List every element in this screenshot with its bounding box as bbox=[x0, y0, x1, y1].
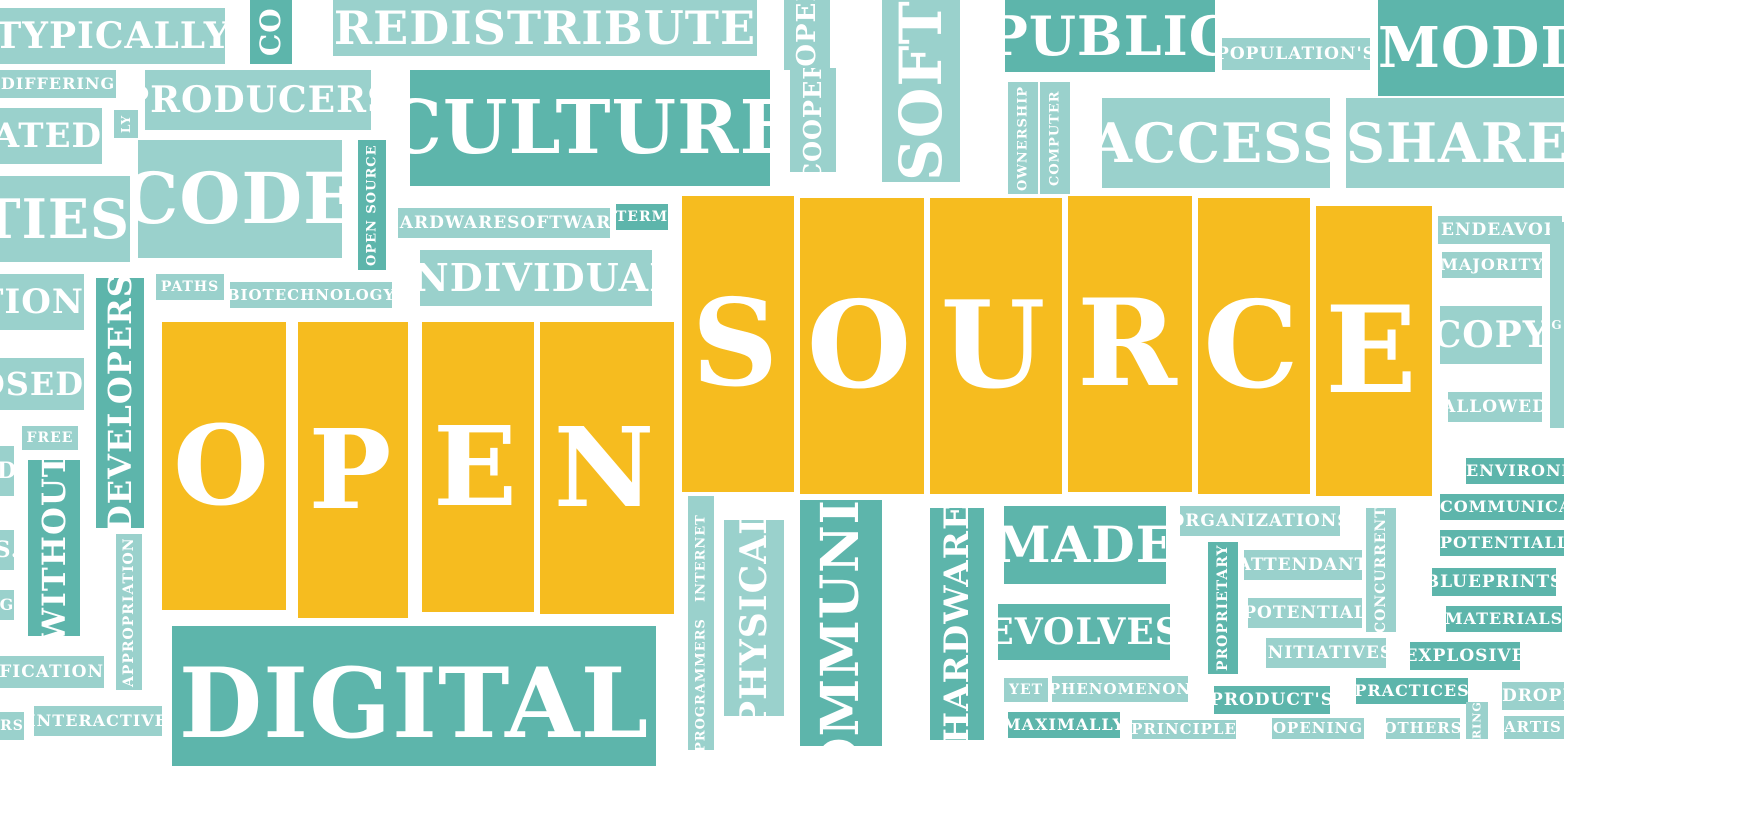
word-tile: POTENTIALLY bbox=[1440, 530, 1564, 556]
word-tile: CO bbox=[250, 0, 292, 64]
word-tile: PRINCIPLE bbox=[1132, 720, 1236, 739]
headline-letter-o2: O bbox=[800, 198, 924, 494]
word-tile: ACCESS bbox=[1102, 98, 1330, 188]
headline-letter-u: U bbox=[930, 198, 1062, 494]
word-tile: DIGITAL bbox=[172, 626, 656, 766]
word-tile: OTHERS bbox=[1386, 718, 1460, 739]
headline-letter-e: E bbox=[422, 322, 534, 612]
word-tile: COMMUNITY bbox=[800, 500, 882, 746]
word-tile: PRACTICES bbox=[1356, 678, 1468, 704]
word-tile: YET bbox=[1004, 678, 1048, 702]
word-tile: MADE bbox=[1004, 506, 1166, 584]
word-tile: TION bbox=[0, 274, 84, 330]
word-tile: RING bbox=[1466, 702, 1488, 739]
word-tile: HARDWARESOFTWARE bbox=[398, 208, 610, 238]
word-tile: COOPERA bbox=[784, 0, 830, 70]
word-tile: ATTENDANT bbox=[1244, 550, 1362, 580]
word-tile: PROGRAMMERS bbox=[688, 620, 714, 750]
word-tile: ATED bbox=[0, 108, 102, 164]
word-tile: POTENTIAL bbox=[1248, 598, 1362, 628]
word-tile: MODIFY bbox=[1378, 0, 1564, 96]
word-tile: SOFT bbox=[882, 0, 960, 182]
word-tile: PROPRIETARY bbox=[1208, 542, 1238, 674]
word-tile: TERM bbox=[616, 204, 668, 230]
word-tile: G bbox=[0, 590, 14, 620]
word-tile: G bbox=[1550, 222, 1564, 428]
word-tile: PRODUCERS bbox=[145, 70, 371, 130]
word-tile: COMMUNICAT bbox=[1440, 494, 1564, 520]
word-tile: FREE bbox=[22, 426, 78, 450]
headline-letter-o: O bbox=[162, 322, 286, 610]
headline-letter-s: S bbox=[682, 196, 794, 492]
word-tile: CODE bbox=[138, 140, 342, 258]
word-tile: DEVELOPERS bbox=[96, 278, 144, 528]
word-tile: COOPER bbox=[790, 68, 836, 172]
word-tile: LY bbox=[114, 110, 138, 138]
word-tile: RS bbox=[0, 712, 24, 740]
word-tile: TIES bbox=[0, 176, 130, 262]
word-tile: OPENING bbox=[1272, 718, 1364, 739]
word-tile: OWNERSHIP bbox=[1008, 82, 1038, 194]
word-tile: SHARED bbox=[1346, 98, 1564, 188]
word-tile: COMPUTER bbox=[1040, 82, 1070, 194]
word-tile: ENDEAVOR bbox=[1438, 216, 1562, 244]
word-tile: BLUEPRINTS bbox=[1432, 568, 1556, 596]
word-tile: HARDWARE bbox=[930, 508, 984, 740]
word-tile: MAXIMALLY bbox=[1008, 712, 1120, 738]
word-tile: MATERIALS bbox=[1446, 606, 1562, 632]
headline-letter-c: C bbox=[1198, 198, 1310, 494]
word-tile: CONCURRENT bbox=[1366, 508, 1396, 632]
word-tile: D bbox=[0, 446, 14, 496]
word-tile: ORGANIZATIONS bbox=[1180, 506, 1340, 536]
word-tile: PRODUCT'S bbox=[1214, 686, 1330, 714]
word-tile: MAJORITY bbox=[1442, 252, 1542, 278]
word-tile: REDISTRIBUTE bbox=[333, 0, 757, 56]
word-tile: COPY bbox=[1440, 306, 1542, 364]
word-tile: EVOLVES bbox=[998, 604, 1170, 660]
word-tile: ENVIRONM bbox=[1466, 458, 1564, 484]
word-tile: CULTURE bbox=[410, 70, 770, 186]
word-tile: TYPICALLY bbox=[0, 8, 225, 64]
word-tile: ALLOWED bbox=[1448, 392, 1542, 422]
word-tile: S. bbox=[0, 530, 14, 570]
word-tile: APPROPRIATION bbox=[116, 534, 142, 690]
word-tile: ARTIS bbox=[1504, 716, 1564, 739]
word-tile: INITIATIVES bbox=[1266, 638, 1386, 668]
word-tile: OPEN SOURCE bbox=[358, 140, 386, 270]
word-tile: PHENOMENON bbox=[1052, 676, 1188, 702]
headline-letter-n: N bbox=[540, 322, 674, 614]
headline-letter-r: R bbox=[1068, 196, 1192, 492]
word-tile: PATHS bbox=[156, 274, 224, 300]
word-tile: INDIVIDUAL bbox=[420, 250, 652, 306]
word-tile: OSED bbox=[0, 358, 84, 410]
word-tile: PUBLIC bbox=[1005, 0, 1215, 72]
word-tile: EXPLOSIVE bbox=[1410, 642, 1520, 670]
word-tile: DIFFERING bbox=[0, 70, 116, 98]
word-tile: WITHOUT bbox=[28, 460, 80, 636]
headline-letter-e2: E bbox=[1316, 206, 1432, 496]
word-tile: INTERACTIVE bbox=[34, 706, 162, 736]
word-tile: POPULATION'S bbox=[1222, 38, 1370, 70]
word-tile: BIOTECHNOLOGY bbox=[230, 282, 392, 308]
headline-letter-p: P bbox=[298, 322, 408, 618]
word-tile: INTERNET bbox=[688, 496, 714, 620]
word-tile: PHYSICAL bbox=[724, 520, 784, 716]
word-tile: IFICATION bbox=[0, 656, 104, 688]
